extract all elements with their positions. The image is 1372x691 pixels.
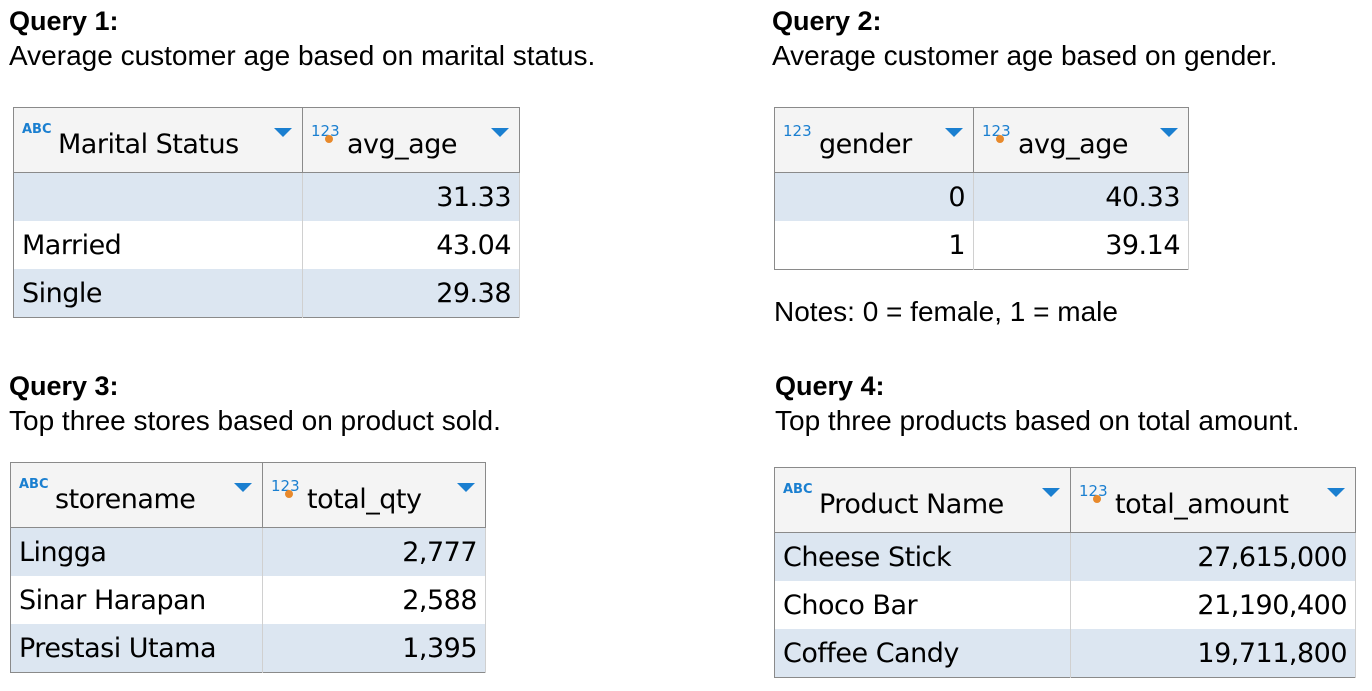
text-type-icon: ABC xyxy=(22,122,52,137)
query-title: Query 2: xyxy=(772,6,882,36)
text-type-icon: ABC xyxy=(783,482,813,497)
query-title: Query 3: xyxy=(9,371,119,401)
cell-avg-age[interactable]: 40.33 xyxy=(973,172,1189,221)
cell-avg-age[interactable]: 31.33 xyxy=(302,172,520,221)
column-header-total-amount[interactable]: 123 total_amount xyxy=(1070,467,1356,533)
query-1-heading: Query 1: Average customer age based on m… xyxy=(9,5,595,75)
column-header-label: storename xyxy=(55,484,196,515)
grid-header-row: ABC Product Name 123 total_amount xyxy=(774,467,1356,533)
cell-storename[interactable]: Sinar Harapan xyxy=(10,576,263,624)
computed-column-dot-icon xyxy=(1093,495,1101,503)
numeric-type-icon-text: 123 xyxy=(271,477,300,495)
computed-column-dot-icon xyxy=(325,135,333,143)
filter-dropdown-icon[interactable] xyxy=(234,483,252,492)
table-row[interactable]: Sinar Harapan 2,588 xyxy=(10,576,486,624)
grid-header-row: 123 gender 123 avg_age xyxy=(774,107,1189,173)
query-description: Top three stores based on product sold. xyxy=(9,405,501,436)
cell-avg-age[interactable]: 39.14 xyxy=(973,221,1189,270)
computed-column-dot-icon xyxy=(285,490,293,498)
column-header-label: avg_age xyxy=(347,129,457,160)
table-row[interactable]: Prestasi Utama 1,395 xyxy=(10,624,486,673)
filter-dropdown-icon[interactable] xyxy=(274,128,292,137)
cell-total-qty[interactable]: 1,395 xyxy=(262,624,486,673)
column-header-label: total_amount xyxy=(1115,489,1289,520)
filter-dropdown-icon[interactable] xyxy=(1042,488,1060,497)
cell-marital-status[interactable] xyxy=(13,172,303,221)
computed-column-dot-icon xyxy=(996,135,1004,143)
cell-product-name[interactable]: Cheese Stick xyxy=(774,532,1071,581)
column-header-label: Marital Status xyxy=(58,129,239,160)
cell-marital-status[interactable]: Married xyxy=(13,221,303,269)
cell-product-name[interactable]: Coffee Candy xyxy=(774,629,1071,678)
query-title: Query 4: xyxy=(775,371,885,401)
column-header-gender[interactable]: 123 gender xyxy=(774,107,974,173)
result-grid-query-2: 123 gender 123 avg_age 0 40.33 1 39.14 xyxy=(774,107,1189,270)
numeric-type-icon-text: 123 xyxy=(1079,482,1108,500)
column-header-label: avg_age xyxy=(1018,129,1128,160)
column-header-label: Product Name xyxy=(819,489,1004,520)
numeric-type-icon-text: 123 xyxy=(982,122,1011,140)
query-4-heading: Query 4: Top three products based on tot… xyxy=(775,370,1300,440)
cell-total-amount[interactable]: 27,615,000 xyxy=(1070,532,1356,581)
column-header-marital-status[interactable]: ABC Marital Status xyxy=(13,107,303,173)
filter-dropdown-icon[interactable] xyxy=(491,128,509,137)
cell-gender[interactable]: 1 xyxy=(774,221,974,270)
table-row[interactable]: Choco Bar 21,190,400 xyxy=(774,581,1356,629)
result-grid-query-1: ABC Marital Status 123 avg_age 31.33 Mar… xyxy=(13,107,520,318)
cell-total-qty[interactable]: 2,588 xyxy=(262,576,486,624)
table-row[interactable]: 1 39.14 xyxy=(774,221,1189,270)
column-header-avg-age[interactable]: 123 avg_age xyxy=(302,107,520,173)
table-row[interactable]: Married 43.04 xyxy=(13,221,520,269)
table-row[interactable]: Coffee Candy 19,711,800 xyxy=(774,629,1356,678)
filter-dropdown-icon[interactable] xyxy=(945,128,963,137)
numeric-type-icon-text: 123 xyxy=(311,122,340,140)
table-row[interactable]: 31.33 xyxy=(13,172,520,221)
numeric-type-icon: 123 xyxy=(783,122,812,140)
numeric-type-icon: 123 xyxy=(271,477,300,498)
cell-marital-status[interactable]: Single xyxy=(13,269,303,318)
cell-avg-age[interactable]: 43.04 xyxy=(302,221,520,269)
cell-total-amount[interactable]: 21,190,400 xyxy=(1070,581,1356,629)
text-type-icon: ABC xyxy=(19,477,49,492)
table-row[interactable]: Cheese Stick 27,615,000 xyxy=(774,532,1356,581)
gender-notes: Notes: 0 = female, 1 = male xyxy=(774,296,1118,327)
cell-total-qty[interactable]: 2,777 xyxy=(262,527,486,576)
filter-dropdown-icon[interactable] xyxy=(1327,488,1345,497)
column-header-label: total_qty xyxy=(307,484,422,515)
query-title: Query 1: xyxy=(9,6,119,36)
column-header-product-name[interactable]: ABC Product Name xyxy=(774,467,1071,533)
table-row[interactable]: Lingga 2,777 xyxy=(10,527,486,576)
filter-dropdown-icon[interactable] xyxy=(457,483,475,492)
numeric-type-icon: 123 xyxy=(311,122,340,143)
query-description: Average customer age based on gender. xyxy=(772,40,1278,71)
query-3-heading: Query 3: Top three stores based on produ… xyxy=(9,370,501,440)
cell-avg-age[interactable]: 29.38 xyxy=(302,269,520,318)
column-header-total-qty[interactable]: 123 total_qty xyxy=(262,462,486,528)
query-description: Top three products based on total amount… xyxy=(775,405,1300,436)
cell-gender[interactable]: 0 xyxy=(774,172,974,221)
query-2-heading: Query 2: Average customer age based on g… xyxy=(772,5,1277,75)
query-description: Average customer age based on marital st… xyxy=(9,40,596,71)
result-grid-query-4: ABC Product Name 123 total_amount Cheese… xyxy=(774,467,1356,678)
filter-dropdown-icon[interactable] xyxy=(1160,128,1178,137)
cell-total-amount[interactable]: 19,711,800 xyxy=(1070,629,1356,678)
cell-storename[interactable]: Lingga xyxy=(10,527,263,576)
cell-product-name[interactable]: Choco Bar xyxy=(774,581,1071,629)
numeric-type-icon: 123 xyxy=(1079,482,1108,503)
grid-header-row: ABC storename 123 total_qty xyxy=(10,462,486,528)
table-row[interactable]: 0 40.33 xyxy=(774,172,1189,221)
result-grid-query-3: ABC storename 123 total_qty Lingga 2,777… xyxy=(10,462,486,673)
column-header-storename[interactable]: ABC storename xyxy=(10,462,263,528)
numeric-type-icon: 123 xyxy=(982,122,1011,143)
grid-header-row: ABC Marital Status 123 avg_age xyxy=(13,107,520,173)
column-header-label: gender xyxy=(819,129,912,160)
cell-storename[interactable]: Prestasi Utama xyxy=(10,624,263,673)
table-row[interactable]: Single 29.38 xyxy=(13,269,520,318)
column-header-avg-age[interactable]: 123 avg_age xyxy=(973,107,1189,173)
